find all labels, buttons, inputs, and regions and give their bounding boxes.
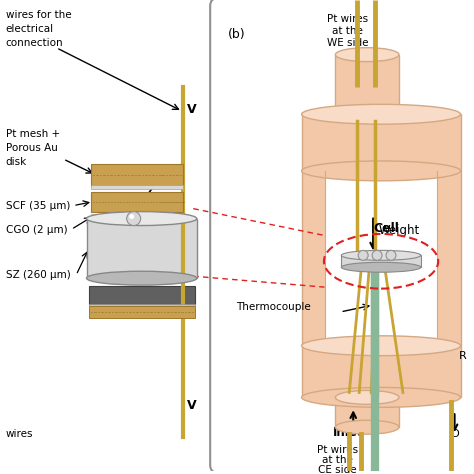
Text: Porous Au: Porous Au	[6, 143, 57, 153]
Text: RE: RE	[137, 166, 172, 210]
Ellipse shape	[341, 250, 421, 260]
Bar	[301, 346, 461, 397]
Ellipse shape	[301, 387, 461, 407]
Text: wires: wires	[6, 429, 33, 439]
Text: wires for the: wires for the	[6, 10, 71, 20]
Ellipse shape	[301, 161, 461, 181]
Text: V: V	[187, 399, 197, 412]
Ellipse shape	[336, 48, 399, 62]
Text: SZ (260 μm): SZ (260 μm)	[6, 270, 70, 280]
Text: electrical: electrical	[6, 24, 54, 34]
Text: CGO (2 μm): CGO (2 μm)	[6, 225, 67, 235]
Text: Thermocouple: Thermocouple	[236, 302, 311, 312]
Circle shape	[386, 250, 396, 260]
Ellipse shape	[336, 420, 399, 434]
Text: at the: at the	[322, 455, 353, 465]
Circle shape	[127, 211, 141, 226]
Text: at the: at the	[332, 26, 363, 36]
Bar	[91, 164, 183, 186]
Circle shape	[358, 250, 368, 260]
Text: Cell: Cell	[373, 222, 399, 236]
Circle shape	[372, 250, 382, 260]
Ellipse shape	[336, 107, 399, 121]
Text: Pt wires: Pt wires	[317, 445, 358, 455]
Bar	[91, 214, 183, 219]
Text: V: V	[187, 103, 197, 116]
Text: disk: disk	[6, 157, 27, 167]
Ellipse shape	[301, 104, 461, 124]
Text: Pt wires: Pt wires	[327, 14, 368, 24]
Ellipse shape	[336, 391, 399, 404]
Ellipse shape	[86, 271, 197, 285]
Bar	[301, 171, 461, 346]
Text: SCF (35 μm): SCF (35 μm)	[6, 201, 70, 210]
Bar	[336, 397, 399, 427]
Bar	[89, 286, 195, 304]
Bar	[91, 192, 183, 211]
Bar	[89, 306, 195, 318]
FancyBboxPatch shape	[210, 0, 474, 473]
Text: Pt mesh +: Pt mesh +	[6, 129, 60, 139]
Text: R: R	[458, 351, 466, 361]
Ellipse shape	[301, 336, 461, 356]
Text: (b): (b)	[228, 28, 246, 41]
Text: WE side: WE side	[327, 38, 368, 48]
Text: O: O	[450, 429, 459, 439]
Bar	[301, 114, 461, 171]
Ellipse shape	[341, 262, 421, 272]
Bar	[336, 55, 399, 114]
Bar	[87, 219, 197, 278]
Circle shape	[129, 214, 134, 219]
Text: Inlet: Inlet	[333, 426, 364, 439]
Bar	[326, 173, 437, 344]
Bar	[89, 304, 195, 308]
Text: connection: connection	[6, 38, 63, 48]
Text: Weight: Weight	[378, 224, 419, 237]
Bar	[341, 255, 421, 267]
Bar	[91, 185, 183, 189]
Ellipse shape	[86, 211, 197, 226]
Text: CE side: CE side	[318, 465, 356, 474]
